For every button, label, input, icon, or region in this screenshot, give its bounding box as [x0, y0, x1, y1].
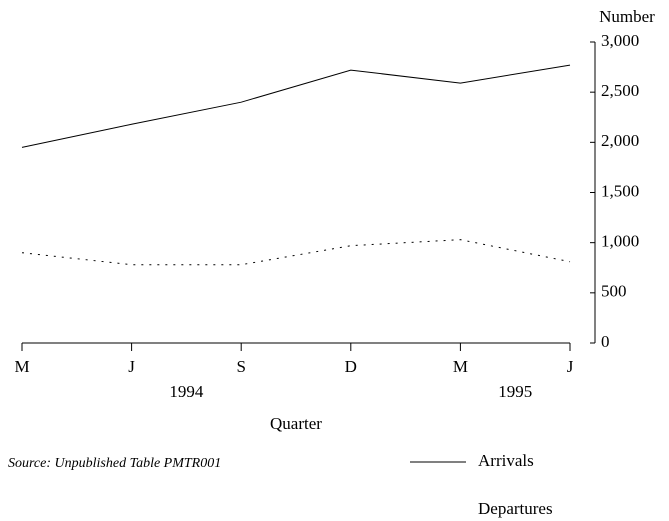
- y-tick-label: 1,000: [601, 232, 639, 251]
- x-tick-label: S: [236, 357, 245, 376]
- y-tick-label: 500: [601, 282, 627, 301]
- y-tick-label: 2,000: [601, 131, 639, 150]
- x-axis-label: Quarter: [270, 414, 322, 433]
- x-tick-label: M: [14, 357, 29, 376]
- y-tick-label: 0: [601, 332, 610, 351]
- legend-label: Arrivals: [478, 451, 534, 470]
- y-tick-label: 2,500: [601, 81, 639, 100]
- series-line: [21, 64, 571, 148]
- series-line: [21, 239, 571, 266]
- x-tick-label: J: [567, 357, 574, 376]
- y-axis-label: Number: [599, 7, 655, 26]
- x-tick-label: J: [128, 357, 135, 376]
- x-tick-label: D: [345, 357, 357, 376]
- y-tick-label: 1,500: [601, 181, 639, 200]
- year-label: 1995: [498, 382, 532, 401]
- legend-label: Departures: [478, 499, 553, 518]
- year-label: 1994: [169, 382, 204, 401]
- x-tick-label: M: [453, 357, 468, 376]
- source-note: Source: Unpublished Table PMTR001: [8, 456, 221, 471]
- y-tick-label: 3,000: [601, 31, 639, 50]
